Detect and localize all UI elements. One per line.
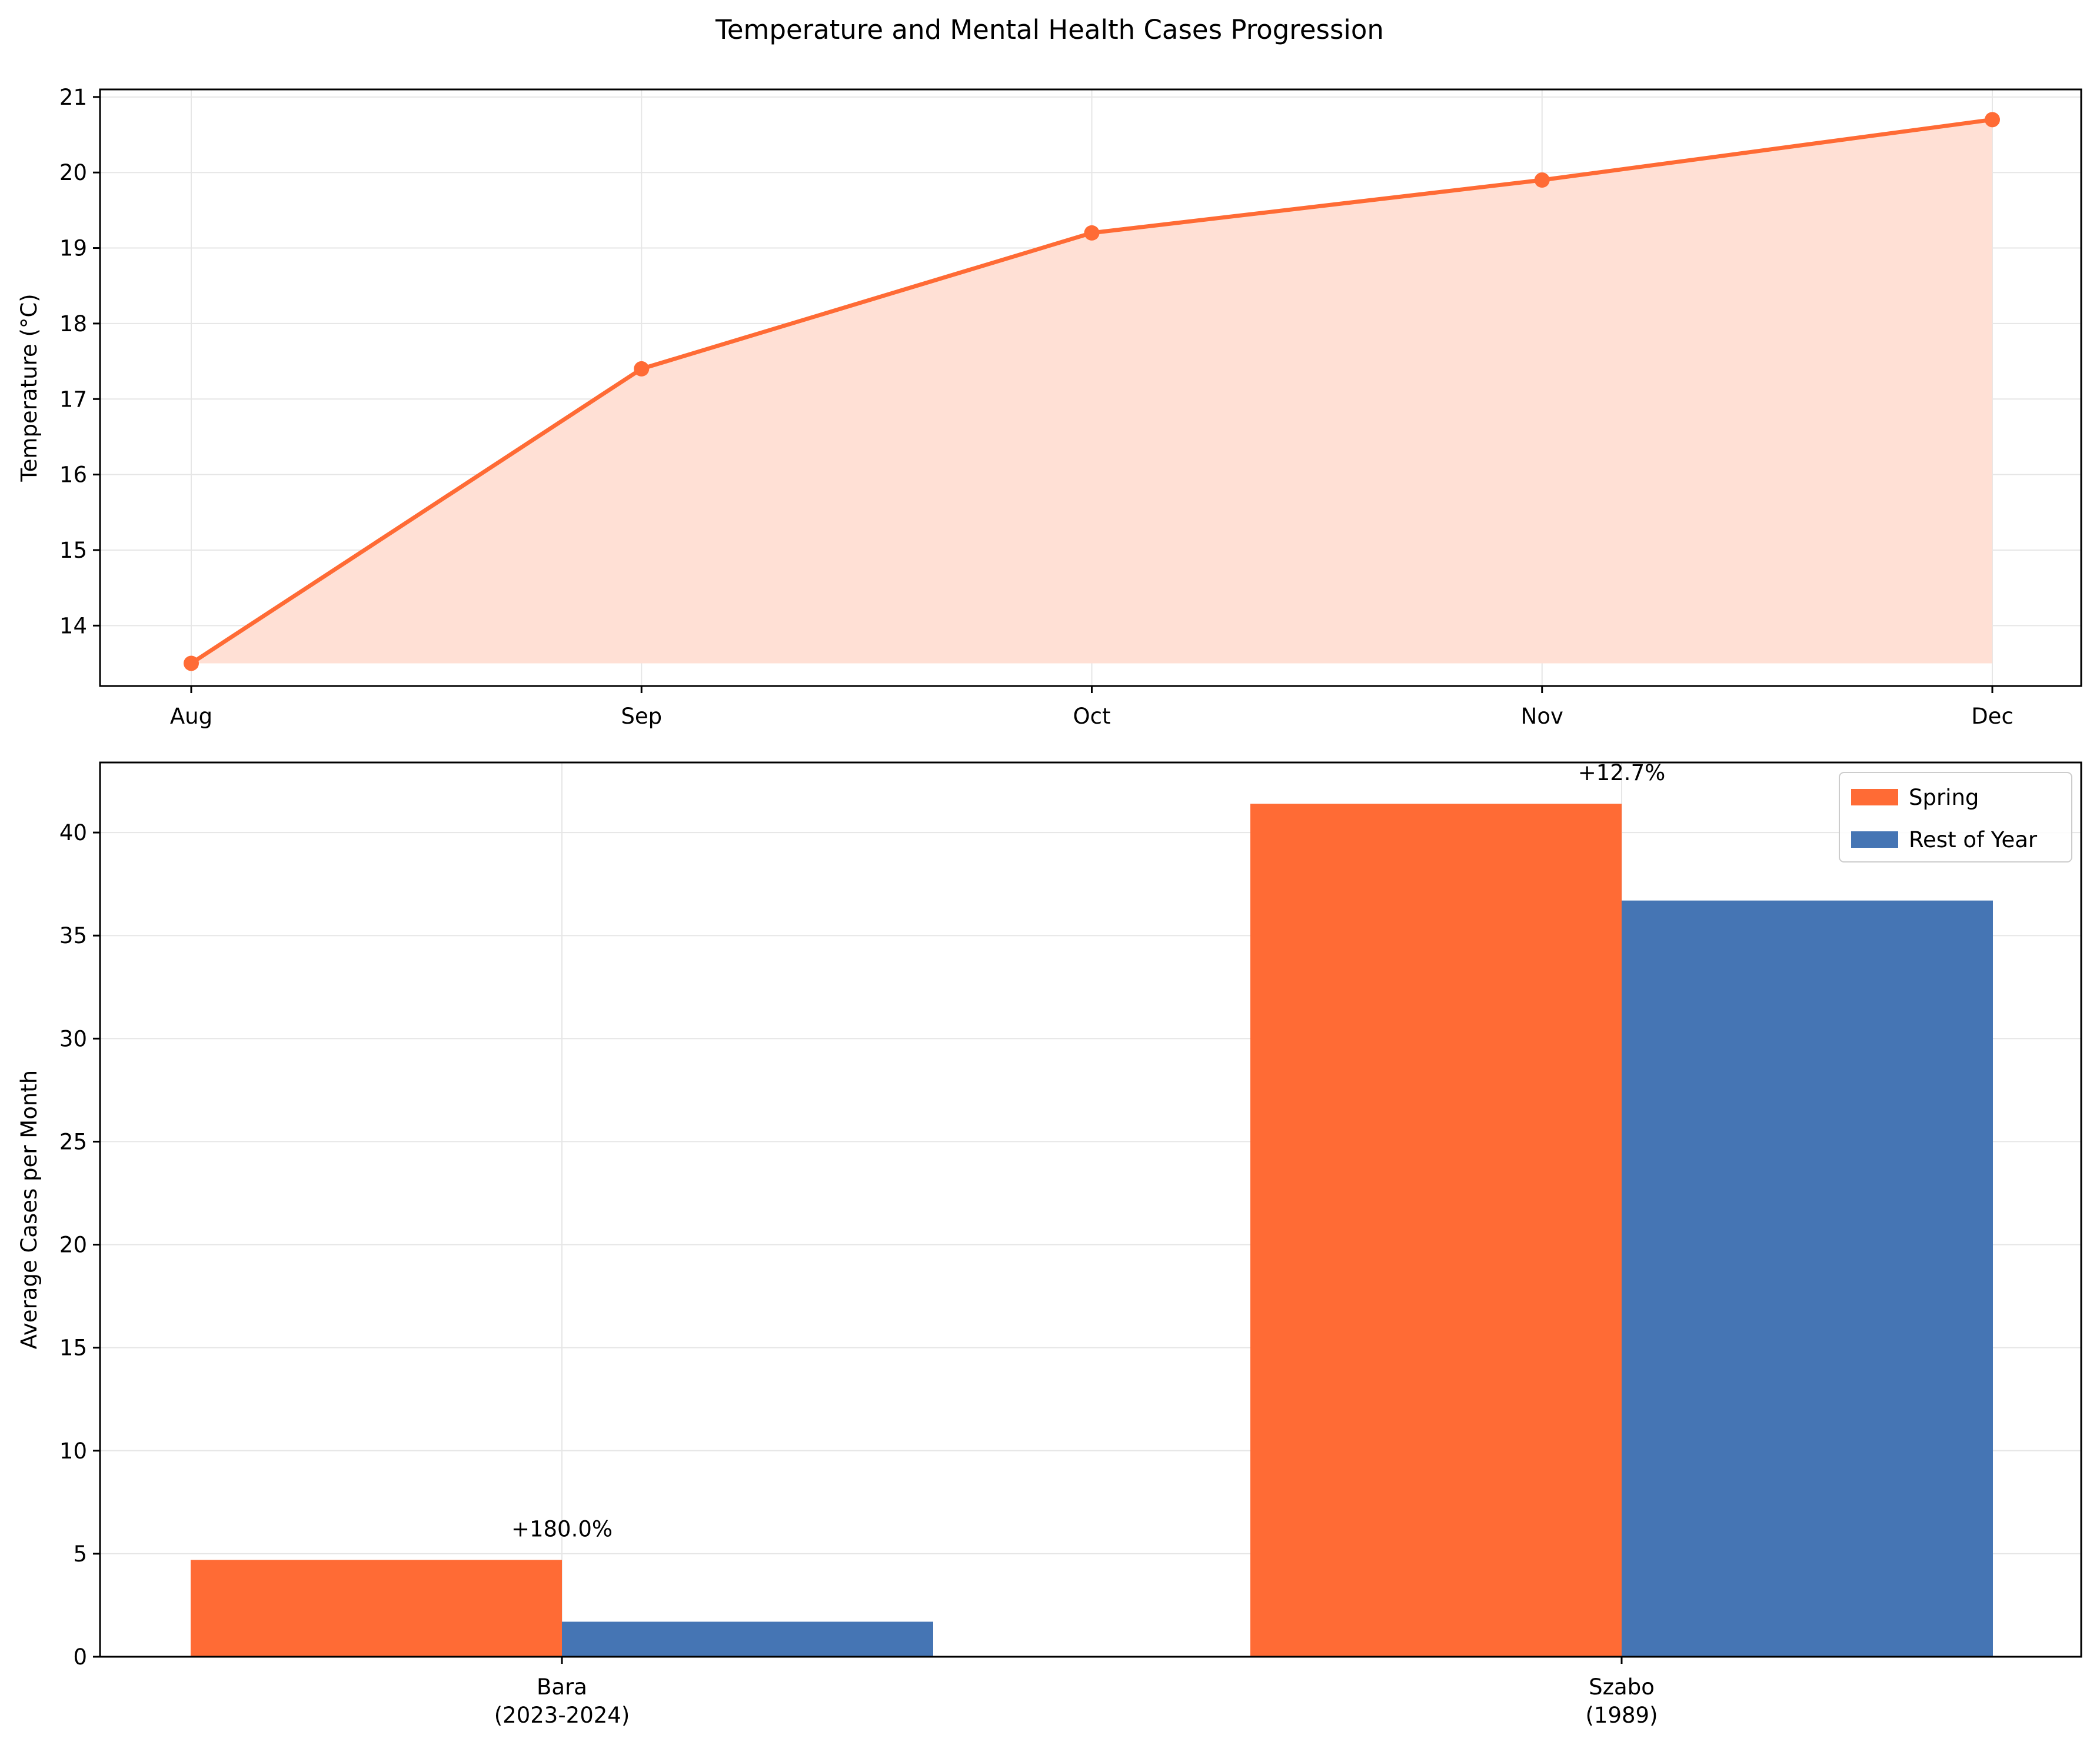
legend-swatch-spring	[1851, 789, 1898, 805]
temperature-y-tick-label-4: 18	[59, 311, 87, 337]
temperature-x-ticks: Aug Sep Oct Nov Dec	[170, 686, 2014, 729]
temperature-point-sep	[634, 361, 650, 377]
temperature-y-tick-label-3: 17	[59, 387, 87, 412]
cases-x-tick-label-szabo: Szabo	[1589, 1674, 1655, 1700]
temperature-point-oct	[1084, 225, 1100, 241]
temperature-y-tick-label-7: 21	[59, 85, 87, 110]
cases-annotations: +180.0% +12.7%	[511, 760, 1665, 1541]
figure-title: Temperature and Mental Health Cases Prog…	[715, 14, 1384, 45]
cases-y-tick-label-2: 10	[59, 1438, 87, 1464]
bar-annotation-szabo: +12.7%	[1578, 760, 1666, 785]
bar-rest-of-year-bara	[562, 1621, 933, 1657]
temperature-x-tick-label-aug: Aug	[170, 704, 212, 729]
temperature-points	[184, 112, 2000, 671]
cases-y-tick-label-6: 30	[59, 1026, 87, 1051]
temperature-x-tick-label-dec: Dec	[1971, 704, 2014, 729]
temperature-point-aug	[184, 655, 199, 671]
legend-label-rest-of-year: Rest of Year	[1909, 827, 2038, 852]
cases-x-ticks: Bara (2023-2024) Szabo (1989)	[494, 1657, 1658, 1728]
bar-spring-bara	[191, 1560, 562, 1657]
bar-spring-szabo	[1250, 804, 1622, 1657]
cases-y-axis-label: Average Cases per Month	[16, 1070, 42, 1349]
cases-y-tick-label-7: 35	[59, 923, 87, 948]
cases-bars	[191, 804, 1993, 1657]
cases-y-tick-label-8: 40	[59, 820, 87, 845]
temperature-y-tick-label-2: 16	[59, 462, 87, 488]
cases-x-tick-sublabel-szabo: (1989)	[1585, 1703, 1658, 1728]
cases-x-tick-sublabel-bara: (2023-2024)	[494, 1703, 630, 1728]
temperature-y-tick-label-6: 20	[59, 160, 87, 185]
cases-y-tick-label-0: 0	[73, 1644, 87, 1670]
temperature-y-tick-label-1: 15	[59, 538, 87, 563]
bar-annotation-bara: +180.0%	[511, 1516, 613, 1541]
legend-label-spring: Spring	[1909, 785, 1979, 810]
temperature-point-dec	[1985, 112, 2000, 128]
temperature-y-tick-label-5: 19	[59, 236, 87, 261]
temperature-x-tick-label-nov: Nov	[1521, 704, 1563, 729]
cases-y-tick-label-5: 25	[59, 1129, 87, 1154]
cases-axes-frame	[99, 761, 2082, 1658]
cases-y-tick-label-1: 5	[73, 1541, 87, 1567]
cases-y-tick-label-4: 20	[59, 1233, 87, 1258]
cases-legend: Spring Rest of Year	[1839, 772, 2072, 862]
temperature-y-axis-label: Temperature (°C)	[16, 294, 42, 482]
bar-rest-of-year-szabo	[1622, 900, 1993, 1657]
temperature-area-fill	[191, 119, 1992, 664]
temperature-point-nov	[1534, 172, 1550, 188]
temperature-axes-frame	[99, 88, 2082, 687]
cases-y-tick-label-3: 15	[59, 1336, 87, 1361]
temperature-y-tick-label-0: 14	[59, 613, 87, 638]
cases-y-ticks: 0 5 10 15 20 25 30 35 40	[59, 820, 100, 1670]
temperature-y-ticks: 14 15 16 17 18 19 20 21	[59, 85, 100, 638]
temperature-x-tick-label-oct: Oct	[1073, 704, 1111, 729]
cases-x-tick-label-bara: Bara	[537, 1674, 587, 1700]
temperature-chart: 14 15 16 17 18 19 20 21 Aug Sep Oct Nov Dec Tempera…	[16, 85, 2082, 729]
cases-chart: +180.0% +12.7% 0 5 10 15 20 25 30 35 40 Bara (2023…	[16, 760, 2082, 1728]
temperature-x-tick-label-sep: Sep	[621, 704, 662, 729]
legend-swatch-rest-of-year	[1851, 831, 1898, 848]
